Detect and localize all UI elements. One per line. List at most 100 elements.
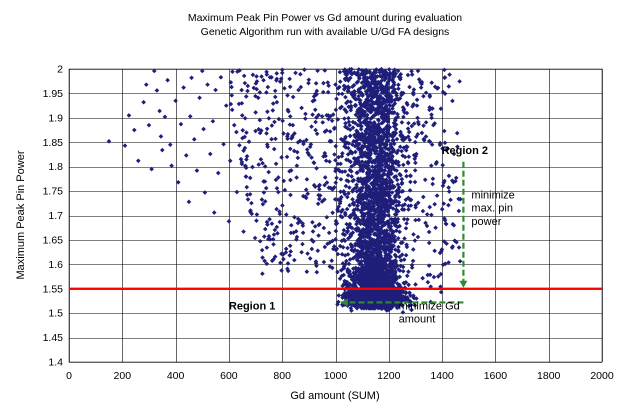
data-point bbox=[313, 127, 318, 133]
data-point bbox=[277, 211, 283, 217]
data-point bbox=[368, 85, 374, 90]
data-point bbox=[379, 190, 385, 196]
data-point bbox=[351, 270, 356, 276]
data-point bbox=[348, 212, 354, 218]
data-point bbox=[440, 146, 445, 151]
data-point bbox=[385, 202, 391, 208]
data-point bbox=[229, 107, 235, 113]
annotation-label: minimize Gd bbox=[399, 300, 460, 312]
data-point bbox=[384, 137, 390, 143]
data-point bbox=[253, 81, 259, 86]
data-point bbox=[271, 242, 276, 247]
data-point bbox=[363, 205, 369, 211]
data-point bbox=[257, 238, 263, 244]
data-point bbox=[388, 262, 393, 268]
data-point bbox=[390, 103, 396, 109]
data-point bbox=[345, 194, 350, 200]
data-point bbox=[376, 277, 381, 283]
data-point bbox=[342, 136, 348, 141]
data-point bbox=[353, 139, 358, 145]
data-point bbox=[282, 86, 287, 91]
data-point bbox=[432, 201, 437, 207]
data-point bbox=[354, 221, 359, 227]
data-point bbox=[261, 190, 267, 195]
data-point bbox=[245, 83, 251, 89]
data-point bbox=[381, 110, 386, 116]
data-point bbox=[370, 164, 375, 170]
data-point bbox=[355, 122, 361, 128]
data-point bbox=[366, 249, 372, 254]
data-point bbox=[370, 71, 375, 77]
data-point bbox=[367, 75, 373, 80]
y-tick-label: 1.95 bbox=[43, 88, 64, 100]
data-point bbox=[372, 160, 378, 165]
data-point bbox=[442, 261, 448, 267]
y-tick-label: 1.85 bbox=[43, 137, 64, 149]
data-point bbox=[362, 211, 368, 217]
data-point bbox=[366, 219, 372, 225]
data-point bbox=[397, 144, 403, 150]
data-point bbox=[333, 82, 338, 87]
data-point bbox=[353, 206, 359, 212]
data-point bbox=[398, 258, 404, 263]
data-point bbox=[310, 229, 316, 234]
data-point bbox=[358, 146, 364, 152]
data-point bbox=[314, 165, 319, 171]
data-point bbox=[262, 164, 268, 169]
data-point bbox=[356, 281, 362, 287]
data-point bbox=[431, 122, 436, 128]
data-point bbox=[398, 285, 404, 290]
data-point bbox=[447, 72, 452, 77]
data-point bbox=[230, 69, 235, 74]
data-point bbox=[428, 163, 434, 169]
data-point bbox=[141, 99, 146, 105]
data-point bbox=[386, 156, 392, 161]
data-point bbox=[387, 103, 393, 108]
data-point bbox=[454, 130, 460, 136]
data-point bbox=[376, 280, 382, 286]
data-point bbox=[355, 79, 361, 84]
data-point bbox=[281, 256, 286, 262]
data-point bbox=[367, 159, 373, 164]
data-point bbox=[385, 127, 391, 133]
data-point bbox=[358, 120, 364, 126]
data-point bbox=[336, 167, 342, 173]
data-point bbox=[395, 236, 401, 241]
data-point bbox=[381, 101, 386, 106]
data-point bbox=[261, 179, 266, 184]
data-point bbox=[453, 175, 459, 181]
data-point bbox=[242, 115, 248, 121]
data-point bbox=[362, 132, 368, 138]
data-point bbox=[429, 212, 434, 218]
data-point bbox=[377, 246, 383, 252]
data-point bbox=[157, 108, 162, 114]
data-point bbox=[339, 194, 344, 200]
data-point bbox=[337, 243, 343, 249]
data-point bbox=[415, 200, 421, 206]
data-point bbox=[326, 185, 332, 190]
data-point bbox=[322, 68, 328, 73]
data-point bbox=[352, 70, 357, 75]
data-point bbox=[362, 135, 368, 140]
data-point bbox=[405, 134, 411, 139]
data-point bbox=[257, 117, 263, 123]
data-point bbox=[250, 72, 256, 78]
data-point bbox=[333, 247, 339, 253]
data-point bbox=[290, 94, 296, 100]
data-point bbox=[256, 162, 262, 167]
data-point bbox=[290, 122, 296, 128]
data-point bbox=[338, 196, 343, 202]
data-point bbox=[346, 261, 352, 267]
data-point bbox=[299, 249, 304, 255]
data-point bbox=[406, 203, 411, 209]
data-point bbox=[379, 153, 385, 159]
data-point bbox=[446, 189, 452, 194]
data-point bbox=[240, 127, 246, 133]
data-point bbox=[356, 192, 362, 198]
data-point bbox=[377, 209, 383, 214]
data-point bbox=[336, 154, 341, 160]
data-point bbox=[393, 269, 398, 275]
data-point bbox=[383, 253, 388, 259]
data-point bbox=[369, 199, 374, 204]
data-point bbox=[418, 85, 424, 90]
